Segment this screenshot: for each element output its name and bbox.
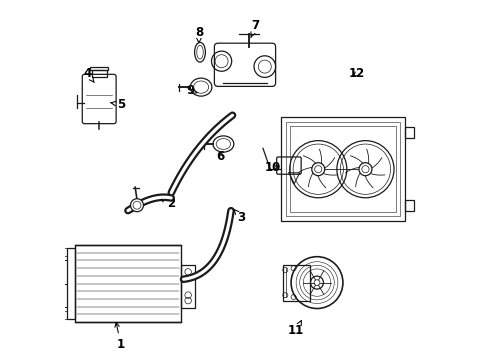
Bar xyxy=(181,265,195,308)
Bar xyxy=(67,248,75,319)
Text: 4: 4 xyxy=(83,67,94,82)
Text: 8: 8 xyxy=(195,26,203,43)
Circle shape xyxy=(133,201,141,209)
Circle shape xyxy=(362,166,369,173)
Bar xyxy=(286,122,400,216)
Circle shape xyxy=(359,163,372,176)
Text: 5: 5 xyxy=(111,98,125,111)
Text: 9: 9 xyxy=(186,84,197,97)
Circle shape xyxy=(312,163,325,176)
Text: 11: 11 xyxy=(288,321,304,337)
Bar xyxy=(92,70,107,77)
Text: 3: 3 xyxy=(234,210,245,224)
Circle shape xyxy=(315,166,322,173)
Text: 1: 1 xyxy=(115,323,125,351)
Bar xyxy=(405,200,414,211)
Text: 10: 10 xyxy=(265,161,281,174)
Bar xyxy=(61,248,67,256)
Text: 12: 12 xyxy=(348,67,365,80)
Bar xyxy=(290,126,396,212)
Circle shape xyxy=(130,199,144,212)
Bar xyxy=(90,67,108,70)
Bar xyxy=(75,245,181,322)
Bar xyxy=(281,117,405,221)
Bar xyxy=(283,265,310,301)
Text: 6: 6 xyxy=(217,150,224,163)
Bar xyxy=(61,311,67,319)
Text: 7: 7 xyxy=(251,19,260,38)
Bar xyxy=(405,127,414,138)
Text: 2: 2 xyxy=(160,197,175,210)
